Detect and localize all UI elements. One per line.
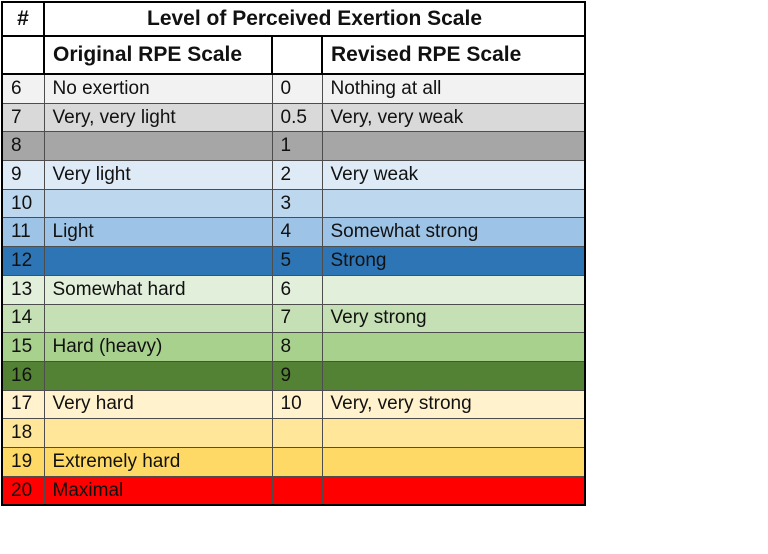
original-scale-header: Original RPE Scale [43, 35, 273, 75]
revised-number-cell: 5 [271, 246, 323, 276]
revised-number-cell: 1 [271, 131, 323, 162]
row-number-cell: 6 [1, 73, 45, 104]
table-row-6: 6 No exertion 0 Nothing at all [1, 73, 586, 104]
table-title: Level of Perceived Exertion Scale [42, 1, 587, 37]
revised-desc-cell [321, 332, 586, 362]
revised-number-cell: 9 [271, 360, 323, 391]
original-desc-cell [43, 303, 273, 334]
original-desc-cell: No exertion [43, 73, 273, 104]
table-row-11: 11 Light 4 Somewhat strong [1, 217, 586, 248]
row-number-cell: 13 [1, 274, 45, 305]
row-number-cell: 18 [1, 418, 45, 448]
table-row-19: 19 Extremely hard [1, 446, 586, 477]
revised-desc-cell [321, 418, 586, 448]
revised-desc-cell [321, 446, 586, 477]
revised-desc-cell: Strong [321, 246, 586, 276]
revised-desc-cell [321, 475, 586, 506]
revised-number-cell [271, 418, 323, 448]
row-number-cell: 14 [1, 303, 45, 334]
revised-number-cell: 3 [271, 188, 323, 219]
subheader-row: Original RPE Scale Revised RPE Scale [1, 35, 587, 75]
original-desc-cell: Hard (heavy) [43, 332, 273, 362]
subheader-empty-num-cell [1, 35, 45, 75]
row-number-cell: 10 [1, 188, 45, 219]
revised-number-cell: 0 [271, 73, 323, 104]
row-number-cell: 15 [1, 332, 45, 362]
revised-desc-cell: Very, very strong [321, 389, 586, 420]
rpe-table-body: 6 No exertion 0 Nothing at all 7 Very, very l… [1, 73, 586, 506]
revised-scale-header: Revised RPE Scale [320, 35, 587, 75]
revised-number-cell: 2 [271, 160, 323, 190]
table-row-16: 16 9 [1, 360, 586, 391]
original-desc-cell: Somewhat hard [43, 274, 273, 305]
revised-desc-cell: Very weak [321, 160, 586, 190]
revised-desc-cell [321, 188, 586, 219]
revised-number-cell: 6 [271, 274, 323, 305]
original-desc-cell [43, 418, 273, 448]
revised-desc-cell [321, 360, 586, 391]
row-number-cell: 16 [1, 360, 45, 391]
original-desc-cell: Light [43, 217, 273, 248]
table-row-17: 17 Very hard 10 Very, very strong [1, 389, 586, 420]
original-desc-cell [43, 188, 273, 219]
row-number-cell: 17 [1, 389, 45, 420]
original-desc-cell: Very, very light [43, 102, 273, 133]
original-desc-cell: Very hard [43, 389, 273, 420]
table-row-14: 14 7 Very strong [1, 303, 586, 334]
row-number-cell: 9 [1, 160, 45, 190]
revised-number-cell: 7 [271, 303, 323, 334]
original-desc-cell: Maximal [43, 475, 273, 506]
title-row: # Level of Perceived Exertion Scale [1, 1, 587, 37]
original-desc-cell [43, 360, 273, 391]
table-row-10: 10 3 [1, 188, 586, 219]
table-row-15: 15 Hard (heavy) 8 [1, 332, 586, 362]
row-number-cell: 20 [1, 475, 45, 506]
table-row-13: 13 Somewhat hard 6 [1, 274, 586, 305]
table-row-9: 9 Very light 2 Very weak [1, 160, 586, 190]
original-desc-cell: Extremely hard [43, 446, 273, 477]
revised-desc-cell: Very, very weak [321, 102, 586, 133]
revised-number-cell: 0.5 [271, 102, 323, 133]
revised-number-cell [271, 475, 323, 506]
rpe-table-head: # Level of Perceived Exertion Scale Orig… [1, 1, 587, 75]
revised-desc-cell: Very strong [321, 303, 586, 334]
row-number-cell: 11 [1, 217, 45, 248]
revised-number-cell: 4 [271, 217, 323, 248]
revised-desc-cell [321, 274, 586, 305]
row-number-cell: 7 [1, 102, 45, 133]
table-row-20: 20 Maximal [1, 475, 586, 506]
original-desc-cell [43, 131, 273, 162]
original-desc-cell: Very light [43, 160, 273, 190]
revised-desc-cell [321, 131, 586, 162]
row-number-cell: 8 [1, 131, 45, 162]
revised-desc-cell: Nothing at all [321, 73, 586, 104]
revised-number-cell: 10 [271, 389, 323, 420]
original-desc-cell [43, 246, 273, 276]
rpe-table: # Level of Perceived Exertion Scale Orig… [1, 1, 587, 507]
subheader-empty-mid-cell [271, 35, 323, 75]
revised-desc-cell: Somewhat strong [321, 217, 586, 248]
table-row-18: 18 [1, 418, 586, 448]
row-number-cell: 12 [1, 246, 45, 276]
hash-header-cell: # [1, 1, 45, 37]
revised-number-cell [271, 446, 323, 477]
table-row-7: 7 Very, very light 0.5 Very, very weak [1, 102, 586, 133]
revised-number-cell: 8 [271, 332, 323, 362]
row-number-cell: 19 [1, 446, 45, 477]
table-row-12: 12 5 Strong [1, 246, 586, 276]
